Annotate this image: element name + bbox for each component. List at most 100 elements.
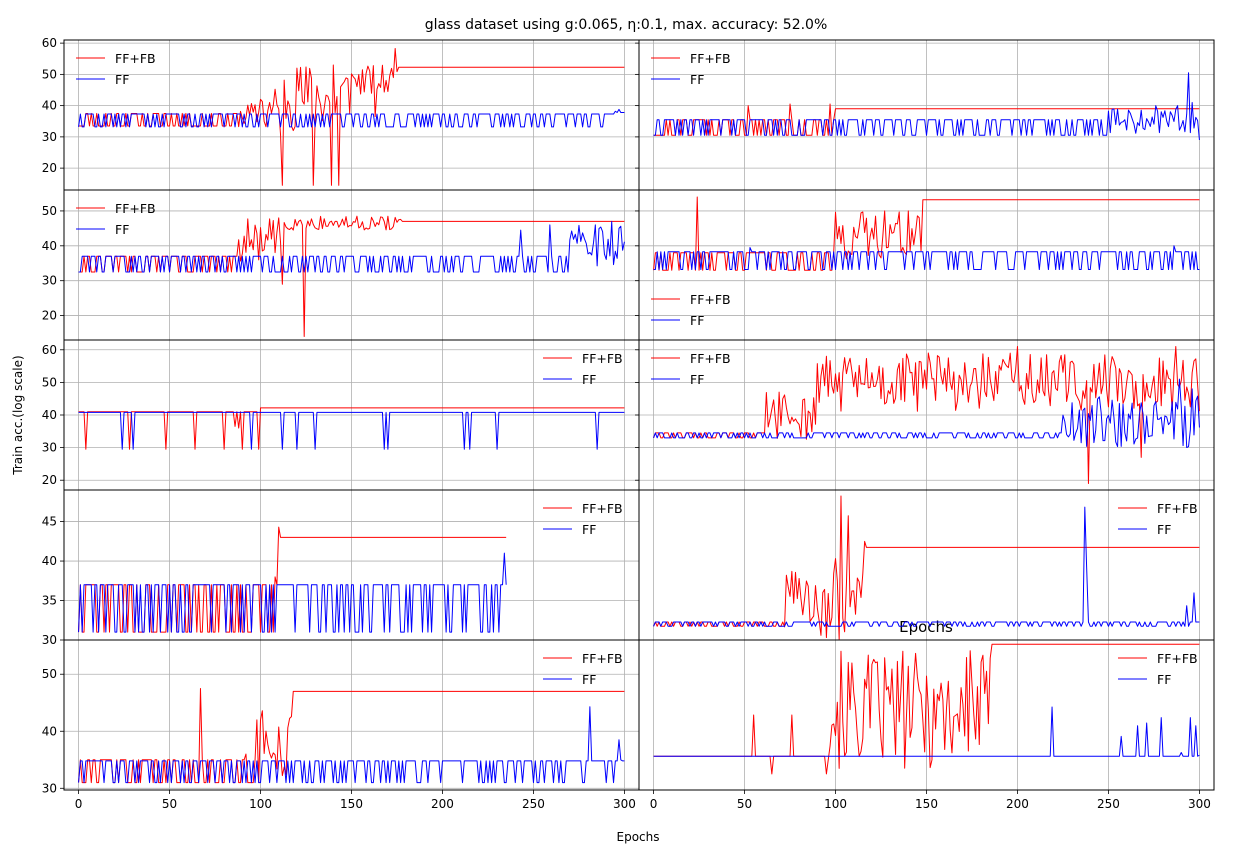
y-tick-label: 35 bbox=[42, 594, 57, 608]
gridlines bbox=[639, 190, 1214, 340]
legend: FF+FB FF bbox=[76, 51, 156, 87]
subplot-grid: 20 30 40 50 60 FF+FB FF FF+FB FF 20 30 40 50 FF+FB FF F… bbox=[42, 36, 1215, 811]
legend-label: FF bbox=[582, 522, 596, 537]
subplot-0-1: FF+FB FF bbox=[635, 39, 1215, 191]
subplot-1-0: 20 30 40 50 FF+FB FF bbox=[42, 189, 640, 341]
legend: FF+FB FF bbox=[1118, 501, 1198, 537]
series-ff bbox=[78, 706, 625, 784]
legend-label: FF+FB bbox=[582, 501, 623, 516]
series-ff bbox=[653, 72, 1200, 141]
plot-area bbox=[653, 196, 1200, 271]
series-ff bbox=[653, 706, 1200, 757]
x-tick-label: 150 bbox=[915, 797, 938, 811]
y-tick-label: 60 bbox=[42, 36, 57, 50]
gridlines bbox=[653, 640, 1200, 790]
x-tick-label: 100 bbox=[249, 797, 272, 811]
plot-area bbox=[653, 643, 1200, 775]
subplot-4-0: 30 40 50 0 50 100 150 200 250 300 FF+FB FF bbox=[42, 639, 640, 811]
legend-label: FF bbox=[690, 72, 704, 87]
plot-area bbox=[78, 215, 625, 338]
y-tick-label: 60 bbox=[42, 343, 57, 357]
plot-area bbox=[78, 687, 625, 784]
gridlines bbox=[64, 190, 639, 340]
series-ff bbox=[653, 506, 1200, 627]
x-tick-label: 250 bbox=[1097, 797, 1120, 811]
x-tick-label: 0 bbox=[75, 797, 83, 811]
gridlines bbox=[64, 340, 639, 490]
figure-title: glass dataset using g:0.065, η:0.1, max.… bbox=[425, 17, 828, 33]
plot-area bbox=[653, 346, 1200, 484]
y-tick-label: 30 bbox=[42, 781, 57, 795]
series-ff-fb bbox=[653, 346, 1200, 484]
series-ff-fb bbox=[653, 196, 1200, 271]
series-ff bbox=[78, 552, 507, 633]
gridlines bbox=[639, 40, 1214, 190]
legend: FF+FB FF bbox=[651, 351, 731, 387]
legend-label: FF+FB bbox=[582, 351, 623, 366]
plot-area bbox=[78, 407, 625, 450]
subplot-4-1: 0 50 100 150 200 250 300 FF+FB FF bbox=[638, 639, 1215, 811]
x-tick-label: 0 bbox=[650, 797, 658, 811]
legend-label: FF+FB bbox=[690, 292, 731, 307]
series-ff bbox=[653, 245, 1200, 271]
legend: FF+FB FF bbox=[76, 201, 156, 237]
legend: FF+FB FF bbox=[543, 651, 623, 687]
legend-label: FF+FB bbox=[115, 51, 156, 66]
y-tick-label: 40 bbox=[42, 239, 57, 253]
legend-label: FF bbox=[1157, 672, 1171, 687]
subplot-1-1: FF+FB FF bbox=[635, 189, 1215, 341]
x-tick-label: 300 bbox=[1188, 797, 1211, 811]
y-tick-label: 45 bbox=[42, 515, 57, 529]
x-tick-label: 50 bbox=[162, 797, 177, 811]
subplot-3-1: FF+FB FF bbox=[638, 489, 1215, 641]
plot-area bbox=[78, 526, 507, 633]
y-axis-label: Train acc.(log scale) bbox=[11, 355, 25, 475]
legend-label: FF bbox=[690, 372, 704, 387]
y-tick-label: 50 bbox=[42, 204, 57, 218]
stray-epochs-label: Epochs bbox=[899, 618, 953, 636]
legend-label: FF+FB bbox=[1157, 651, 1198, 666]
legend-label: FF+FB bbox=[115, 201, 156, 216]
y-tick-label: 50 bbox=[42, 375, 57, 389]
x-tick-label: 200 bbox=[1006, 797, 1029, 811]
subplot-0-0: 20 30 40 50 60 FF+FB FF bbox=[42, 36, 640, 191]
legend: FF+FB FF bbox=[543, 351, 623, 387]
series-ff-fb bbox=[78, 47, 625, 186]
y-tick-label: 50 bbox=[42, 67, 57, 81]
legend: FF+FB FF bbox=[543, 501, 623, 537]
legend-label: FF+FB bbox=[1157, 501, 1198, 516]
x-axis-label: Epochs bbox=[617, 830, 660, 844]
y-tick-label: 20 bbox=[42, 473, 57, 487]
y-tick-label: 40 bbox=[42, 554, 57, 568]
series-ff bbox=[78, 108, 625, 128]
plot-area bbox=[653, 495, 1200, 640]
legend-label: FF bbox=[582, 372, 596, 387]
legend: FF+FB FF bbox=[1118, 651, 1198, 687]
legend-label: FF bbox=[115, 222, 129, 237]
y-tick-label: 20 bbox=[42, 309, 57, 323]
legend-label: FF+FB bbox=[690, 351, 731, 366]
y-tick-label: 30 bbox=[42, 130, 57, 144]
legend: FF+FB FF bbox=[651, 292, 731, 328]
legend-label: FF bbox=[115, 72, 129, 87]
y-tick-label: 40 bbox=[42, 724, 57, 738]
x-tick-label: 300 bbox=[613, 797, 636, 811]
series-ff bbox=[78, 220, 625, 273]
x-tick-label: 150 bbox=[340, 797, 363, 811]
y-tick-label: 40 bbox=[42, 99, 57, 113]
series-ff bbox=[653, 378, 1200, 449]
subplot-2-1: FF+FB FF bbox=[635, 339, 1215, 491]
legend-label: FF bbox=[1157, 522, 1171, 537]
legend-label: FF bbox=[690, 313, 704, 328]
gridlines bbox=[653, 490, 1200, 640]
x-tick-label: 200 bbox=[431, 797, 454, 811]
x-tick-label: 250 bbox=[522, 797, 545, 811]
series-ff-fb bbox=[78, 526, 507, 633]
y-tick-label: 30 bbox=[42, 441, 57, 455]
x-tick-label: 50 bbox=[737, 797, 752, 811]
y-tick-label: 50 bbox=[42, 667, 57, 681]
legend-label: FF bbox=[582, 672, 596, 687]
series-ff-fb bbox=[653, 103, 1200, 136]
y-tick-label: 30 bbox=[42, 633, 57, 647]
y-tick-label: 40 bbox=[42, 408, 57, 422]
